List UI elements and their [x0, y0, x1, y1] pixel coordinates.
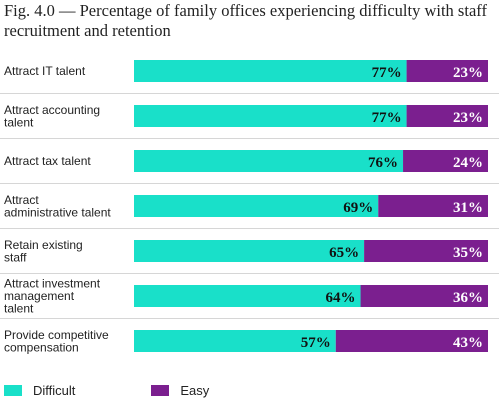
bar-difficult-attract-investment-management-talent — [134, 285, 361, 307]
legend-label-difficult: Difficult — [33, 382, 76, 398]
bar-easy-attract-accounting-talent — [406, 105, 488, 127]
legend-item-difficult: Difficult — [4, 383, 75, 398]
data-label-easy-retain-existing-staff: 35% — [453, 245, 483, 261]
bar-difficult-attract-accounting-talent — [134, 105, 407, 127]
bar-easy-attract-investment-management-talent — [360, 285, 488, 307]
category-label-retain-existing-staff: Retain existing staff — [4, 238, 83, 265]
data-label-difficult-attract-administrative-talent: 69% — [343, 200, 373, 216]
bar-difficult-attract-it-talent — [134, 60, 407, 82]
data-label-easy-attract-tax-talent: 24% — [453, 155, 483, 171]
data-label-easy-attract-it-talent: 23% — [453, 65, 483, 81]
data-label-easy-attract-administrative-talent: 31% — [453, 200, 483, 216]
chart-title: Fig. 4.0 — Percentage of family offices … — [4, 1, 487, 40]
data-label-difficult-attract-accounting-talent: 77% — [372, 110, 402, 126]
data-label-difficult-retain-existing-staff: 65% — [329, 245, 359, 261]
data-label-easy-attract-accounting-talent: 23% — [453, 110, 483, 126]
category-label-attract-investment-management-talent: Attract investment management talent — [4, 277, 101, 316]
data-label-easy-attract-investment-management-talent: 36% — [453, 290, 483, 306]
category-label-attract-administrative-talent: Attract administrative talent — [4, 193, 111, 220]
bar-chart: Attract IT talent 77% 23% Attract accountin… — [0, 60, 499, 355]
data-label-difficult-attract-it-talent: 77% — [372, 65, 402, 81]
legend-item-easy: Easy — [151, 383, 209, 398]
data-label-difficult-attract-investment-management-talent: 64% — [326, 290, 356, 306]
legend-swatch-easy — [151, 384, 170, 396]
bar-difficult-retain-existing-staff — [134, 240, 365, 262]
bar-difficult-attract-administrative-talent — [134, 195, 379, 217]
category-label-attract-it-talent: Attract IT talent — [4, 64, 86, 78]
legend-swatch-difficult — [4, 384, 22, 396]
legend: Difficult Easy — [4, 382, 285, 398]
data-label-easy-provide-competitive-compensation: 43% — [453, 335, 483, 351]
data-label-difficult-provide-competitive-compensation: 57% — [301, 335, 331, 351]
bar-difficult-attract-tax-talent — [134, 150, 404, 172]
bar-easy-attract-it-talent — [406, 60, 488, 82]
bar-easy-attract-administrative-talent — [378, 195, 488, 217]
category-label-attract-tax-talent: Attract tax talent — [4, 154, 91, 168]
bar-easy-attract-tax-talent — [403, 150, 488, 172]
data-label-difficult-attract-tax-talent: 76% — [368, 155, 398, 171]
category-label-attract-accounting-talent: Attract accounting talent — [4, 103, 100, 130]
legend-label-easy: Easy — [180, 382, 210, 398]
bar-difficult-provide-competitive-compensation — [134, 330, 336, 352]
category-label-provide-competitive-compensation: Provide competitive compensation — [4, 328, 109, 355]
bar-easy-provide-competitive-compensation — [335, 330, 488, 352]
bar-easy-retain-existing-staff — [364, 240, 488, 262]
